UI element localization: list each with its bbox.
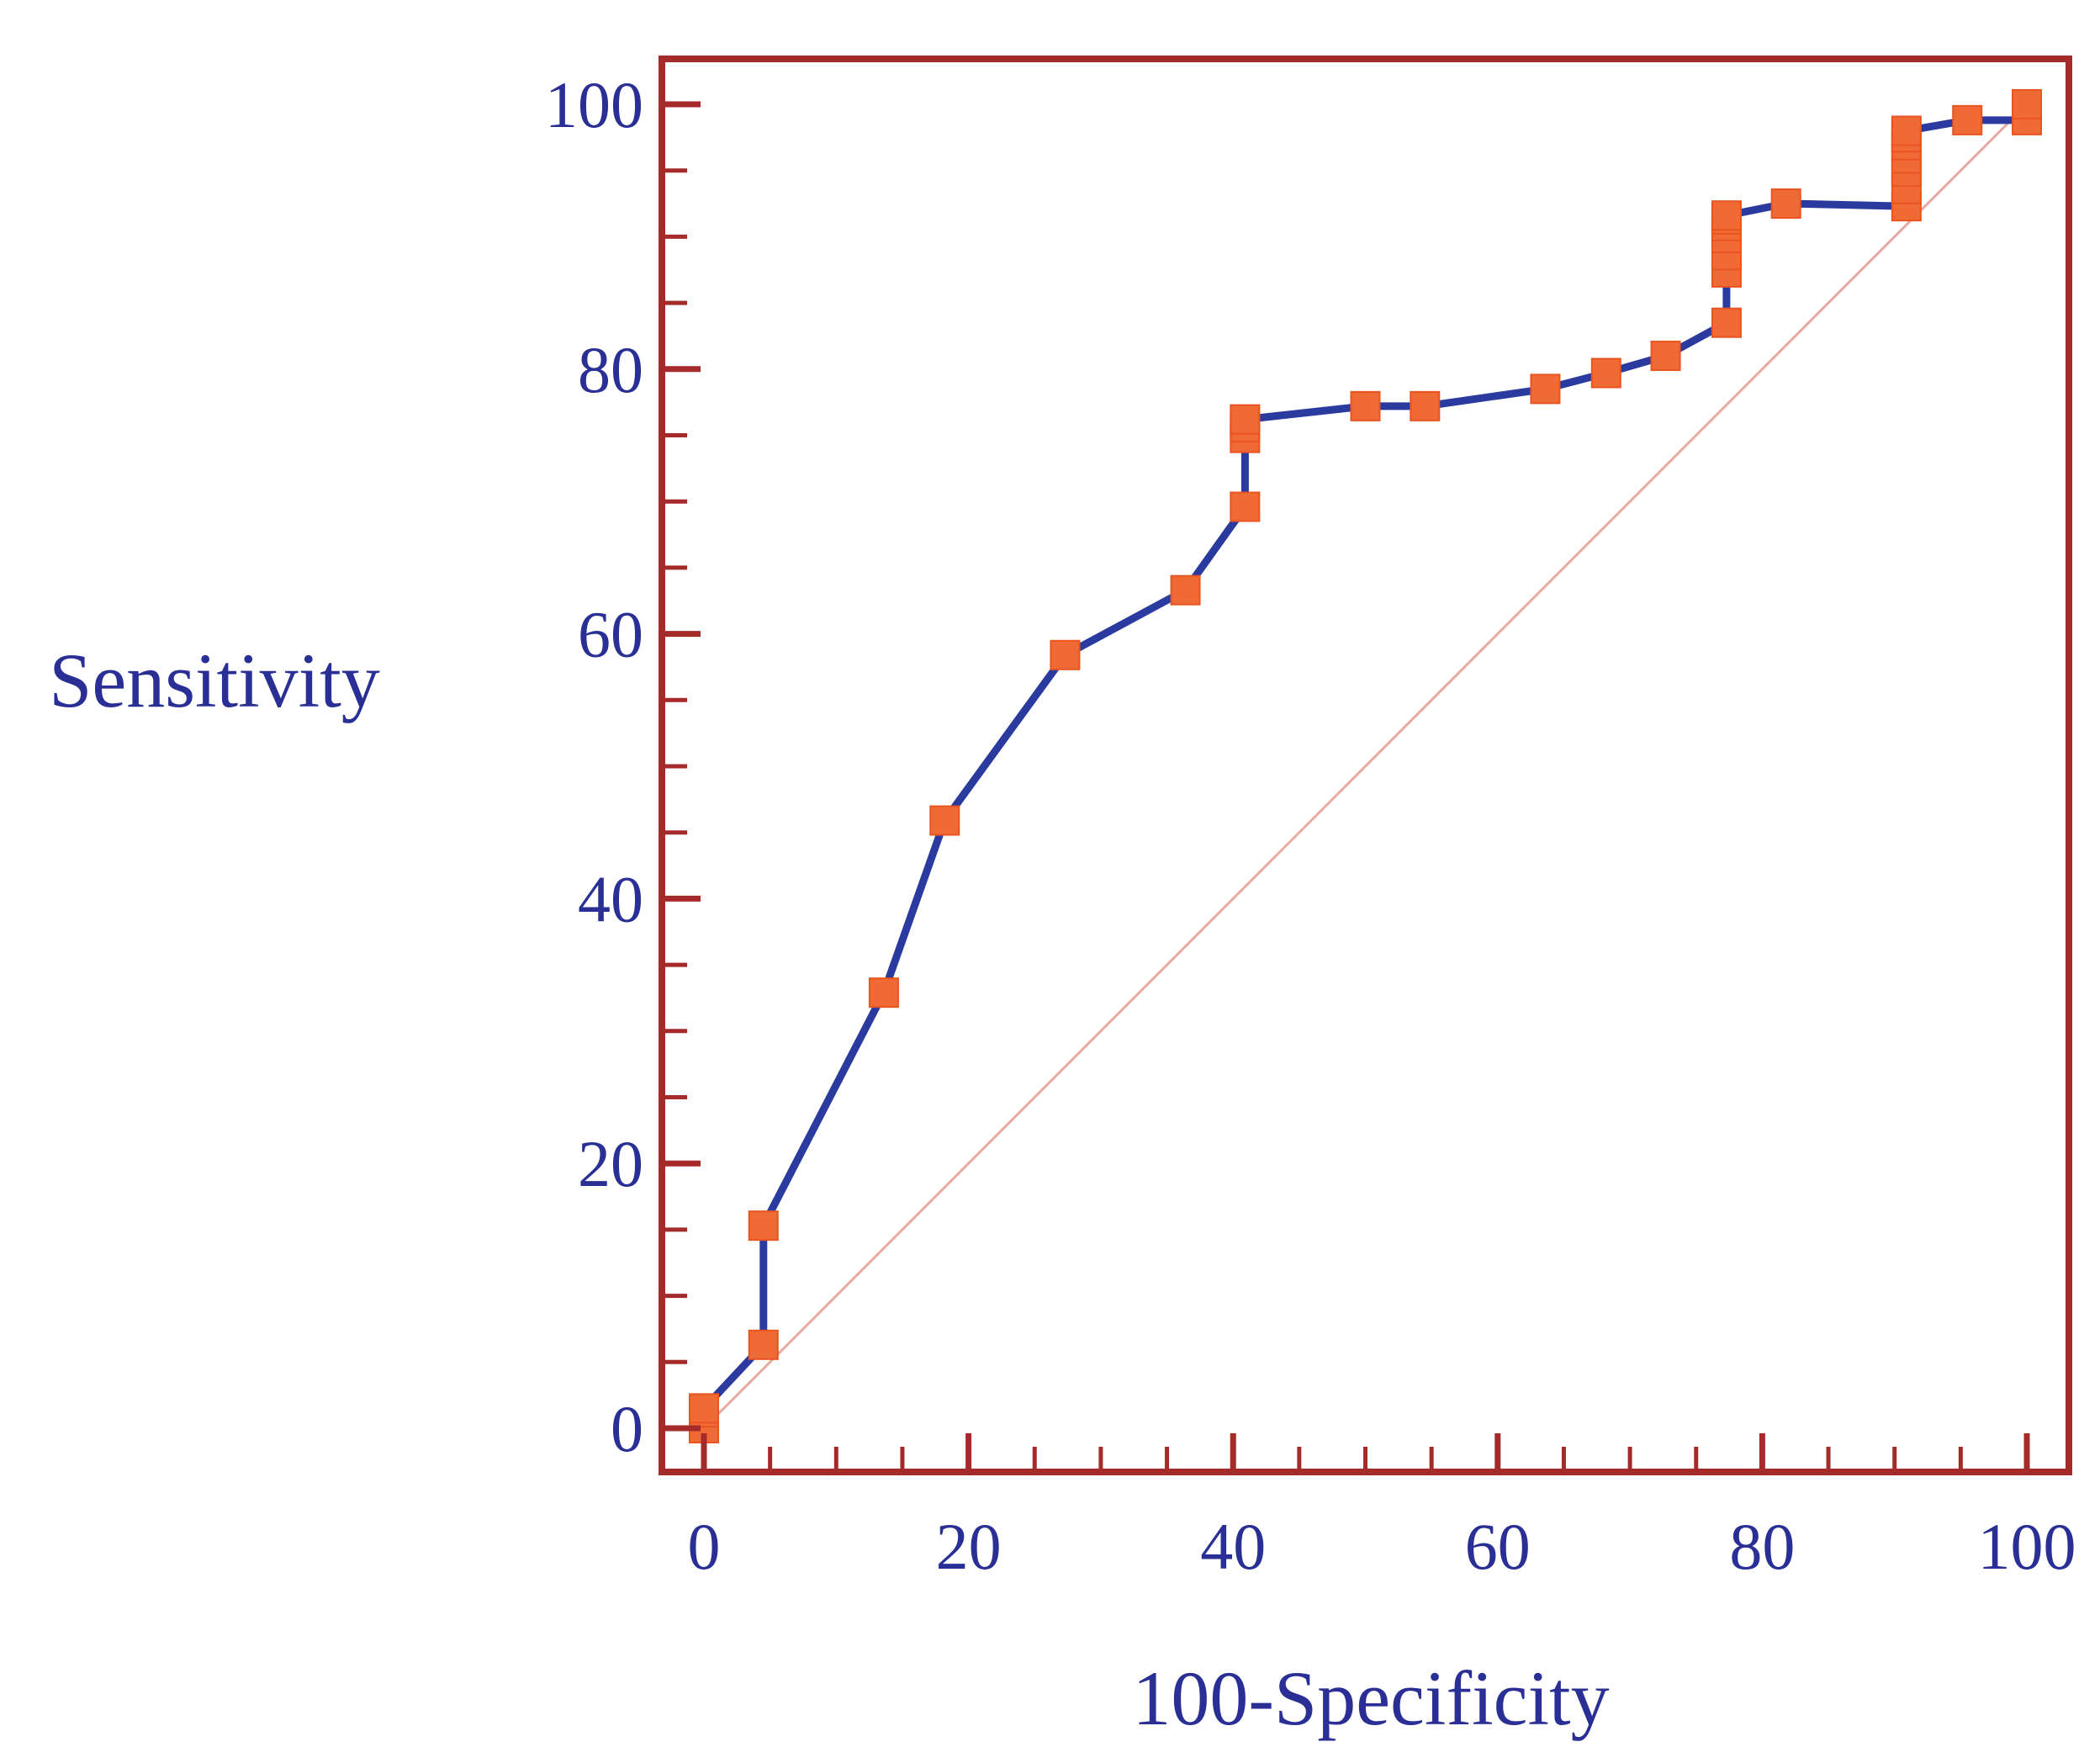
roc-markers-group (689, 89, 2042, 1443)
reference-diagonal-line (702, 103, 2029, 1430)
x-tick-label: 40 (1200, 1510, 1266, 1583)
roc-point-marker (1230, 404, 1261, 435)
y-tick-label: 100 (545, 68, 643, 141)
roc-point-marker (1711, 307, 1742, 338)
y-tick-label: 20 (578, 1127, 643, 1200)
roc-point-marker (689, 1393, 719, 1424)
y-tick-label: 60 (578, 598, 643, 671)
roc-point-marker (1590, 357, 1621, 389)
roc-point-marker (1770, 188, 1801, 220)
plot-frame (659, 56, 2072, 1475)
x-tick-label: 100 (1978, 1510, 2076, 1583)
x-tick-label: 0 (688, 1510, 721, 1583)
y-tick-label: 80 (578, 333, 643, 406)
plot-frame-group (659, 56, 2072, 1475)
roc-point-marker (1650, 341, 1681, 372)
roc-point-marker (1891, 115, 1922, 146)
roc-point-marker (1350, 390, 1381, 421)
roc-point-marker (929, 805, 960, 836)
y-axis-label: Sensitivity (49, 638, 380, 723)
tick-labels-group: 0 20 40 60 80 100 0 20 40 60 80 100 (545, 68, 2076, 1583)
roc-point-marker (1952, 104, 1983, 135)
roc-point-marker (1711, 200, 1742, 231)
axis-ticks-group (662, 101, 2030, 1472)
roc-point-marker (1230, 491, 1261, 522)
roc-point-marker (868, 977, 899, 1009)
reference-diagonal-group (702, 103, 2029, 1430)
roc-point-marker (748, 1210, 779, 1242)
roc-point-marker (1530, 373, 1561, 405)
y-tick-label: 0 (611, 1392, 643, 1465)
roc-point-marker (2012, 89, 2042, 119)
x-axis-label: 100-Specificity (1132, 1655, 1609, 1741)
roc-point-marker (1170, 574, 1201, 606)
x-tick-label: 20 (936, 1510, 1002, 1583)
roc-point-marker (748, 1329, 779, 1360)
x-tick-label: 80 (1729, 1510, 1795, 1583)
x-tick-label: 60 (1465, 1510, 1531, 1583)
y-tick-label: 40 (578, 862, 643, 935)
roc-point-marker (1050, 639, 1081, 670)
roc-point-marker (1410, 390, 1441, 421)
